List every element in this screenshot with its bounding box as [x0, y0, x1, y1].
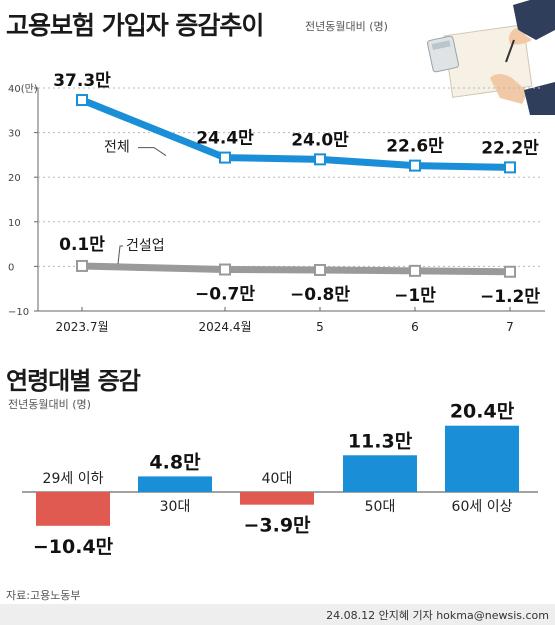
data-point: [219, 263, 231, 276]
data-label: −0.8만: [290, 285, 350, 305]
value-label: 11.3만: [348, 430, 413, 452]
page-title: 고용보험 가입자 증감추이: [6, 11, 264, 40]
y-tick-label: 10: [8, 218, 21, 229]
value-label: 20.4만: [450, 401, 515, 423]
category-label: 60세 이상: [452, 499, 513, 515]
bar: [343, 455, 417, 492]
x-tick-label: 2023.7월: [55, 320, 108, 334]
data-point: [409, 264, 421, 277]
data-point: [219, 151, 231, 164]
value-label: −10.4만: [33, 536, 114, 558]
category-label: 29세 이하: [43, 471, 104, 487]
bar: [445, 425, 519, 492]
y-tick-label: 0: [8, 262, 14, 273]
series-name-total: 전체: [104, 140, 130, 156]
line-chart: 40(만) 30 20 10 0 −10 2023.7월 2024.4월 5 6 7 37.3만 24.…: [8, 71, 545, 334]
line-chart-subtitle: 전년동월대비 (명): [305, 20, 388, 33]
data-point: [504, 161, 516, 174]
x-tick-label: 7: [506, 320, 514, 334]
y-tick-label: 30: [8, 129, 21, 140]
bar: [138, 476, 212, 492]
category-label: 30대: [160, 499, 191, 515]
value-label: −3.9만: [243, 515, 311, 537]
data-label: 24.4만: [196, 129, 254, 149]
data-point: [409, 159, 421, 172]
bar-chart: 29세 이하 −10.4만 30대 4.8만 40대 −3.9만 50대 11.3만 60세 이…: [22, 401, 538, 558]
category-label: 50대: [365, 499, 396, 515]
value-label: 4.8만: [149, 451, 201, 473]
data-point: [76, 94, 88, 107]
data-label: 22.2만: [481, 138, 539, 158]
series-name-leader: [138, 147, 167, 156]
data-point: [504, 265, 516, 278]
y-tick-label: 40(만): [8, 83, 38, 95]
hands-with-calculator-icon: [427, 0, 555, 115]
source-note: 자료:고용노동부: [6, 589, 81, 602]
data-label: −1.2만: [480, 287, 540, 307]
data-point: [76, 259, 88, 272]
data-point: [314, 153, 326, 166]
x-tick-label: 6: [411, 320, 419, 334]
y-tick-label: 20: [8, 173, 21, 184]
bar: [240, 492, 314, 505]
y-tick-label: −10: [8, 307, 29, 318]
data-label: 37.3만: [53, 71, 111, 91]
bar-chart-subtitle: 전년동월대비 (명): [8, 398, 91, 411]
data-label: 22.6만: [386, 137, 444, 157]
series-name-construction: 건설업: [126, 238, 165, 254]
data-point: [314, 263, 326, 276]
x-tick-label: 2024.4월: [198, 320, 251, 334]
data-label: −0.7만: [195, 285, 255, 305]
series-name-leader: [117, 245, 123, 265]
category-label: 40대: [262, 471, 293, 487]
bar: [36, 492, 110, 526]
data-label: 0.1만: [59, 235, 105, 255]
credit-bar: [0, 604, 555, 625]
x-tick-label: 5: [316, 320, 324, 334]
data-label: 24.0만: [291, 130, 349, 150]
data-label: −1만: [394, 286, 436, 306]
credit-line: 24.08.12 안지혜 기자 hokma@newsis.com: [326, 609, 549, 622]
bar-chart-title: 연령대별 증감: [6, 367, 141, 395]
